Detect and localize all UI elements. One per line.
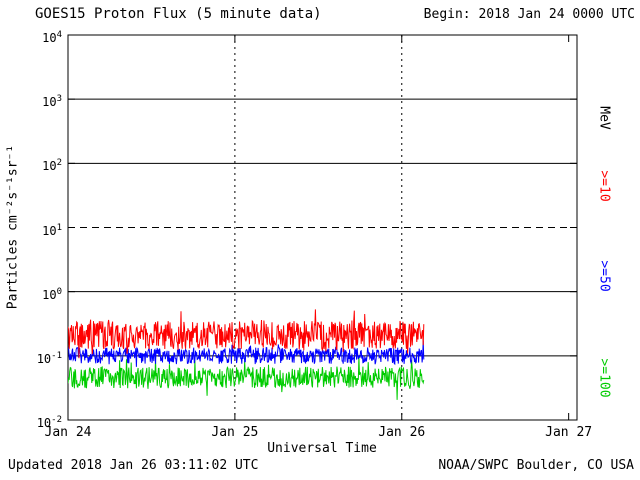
series-label-100: >=100 xyxy=(596,358,612,398)
y-axis-title: Particles cm⁻²s⁻¹sr⁻¹ xyxy=(5,144,21,310)
chart-title: GOES15 Proton Flux (5 minute data) xyxy=(35,6,322,22)
attribution-label: NOAA/SWPC Boulder, CO USA xyxy=(438,458,634,473)
x-tick-label: Jan 27 xyxy=(545,425,593,440)
series-label-50: >=50 xyxy=(596,260,612,292)
y-tick-label: 104 xyxy=(42,30,62,45)
y-tick-label: 10-2 xyxy=(36,415,62,430)
y-tick-label: 10-1 xyxy=(36,350,62,366)
series-label-10: >=10 xyxy=(596,170,612,202)
y-tick-label: 103 xyxy=(42,94,62,110)
x-tick-label: Jan 24 xyxy=(44,425,92,440)
series-line-100 xyxy=(68,356,425,400)
x-tick-label: Jan 25 xyxy=(211,425,259,440)
begin-time-label: Begin: 2018 Jan 24 0000 UTC xyxy=(423,7,635,22)
series-line-50 xyxy=(68,340,425,367)
y-tick-label: 101 xyxy=(42,222,62,238)
plot-border xyxy=(67,34,578,421)
x-tick-label: Jan 26 xyxy=(378,425,426,440)
units-label-mev: MeV xyxy=(596,106,612,130)
y-tick-label: 100 xyxy=(42,286,62,302)
series-line-10 xyxy=(68,309,425,359)
y-tick-label: 102 xyxy=(42,158,62,174)
x-axis-title: Universal Time xyxy=(267,441,377,456)
updated-timestamp: Updated 2018 Jan 26 03:11:02 UTC xyxy=(8,458,259,473)
